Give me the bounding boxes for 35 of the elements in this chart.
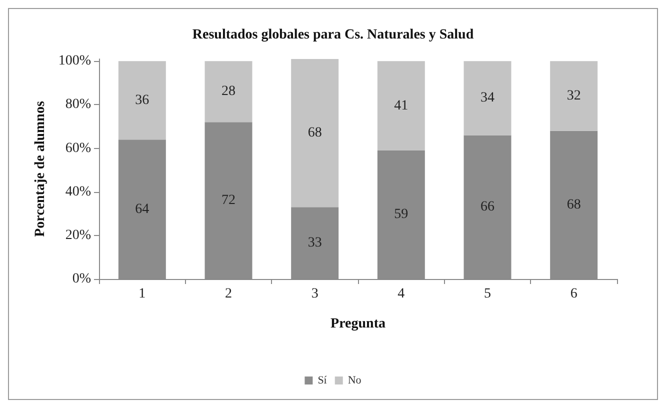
data-label: 64 xyxy=(135,202,150,217)
x-tick-label: 4 xyxy=(398,286,405,302)
y-tick-label: 40% xyxy=(65,184,92,200)
x-tick-label: 6 xyxy=(570,286,578,302)
bar xyxy=(291,59,339,208)
y-tick-label: 60% xyxy=(65,140,92,156)
data-label: 66 xyxy=(480,200,494,215)
bar xyxy=(204,61,252,122)
y-tick-label: 100% xyxy=(58,54,92,69)
x-tick-label: 2 xyxy=(225,286,232,302)
legend-label: Sí xyxy=(318,374,327,386)
x-tick-label: 5 xyxy=(484,286,491,302)
y-tick-label: 0% xyxy=(72,272,92,286)
bar xyxy=(464,61,512,136)
data-label: 36 xyxy=(135,92,150,108)
x-axis-title: Pregunta xyxy=(330,316,386,332)
bar xyxy=(118,61,166,140)
y-tick-label: 20% xyxy=(65,228,92,243)
y-tick-label: 80% xyxy=(65,97,92,112)
legend-label: No xyxy=(348,374,362,386)
data-label: 32 xyxy=(566,88,581,104)
data-label: 59 xyxy=(394,207,408,222)
data-label: 68 xyxy=(308,126,322,141)
bar xyxy=(377,61,425,150)
data-label: 68 xyxy=(566,197,581,212)
chart-title: Resultados globales para Cs. Naturales y Salud xyxy=(192,28,474,42)
x-tick-label: 1 xyxy=(138,286,146,302)
data-label: 41 xyxy=(394,98,408,114)
data-label: 34 xyxy=(480,90,494,106)
data-label: 33 xyxy=(308,236,322,251)
data-label: 72 xyxy=(222,193,236,208)
x-tick-label: 3 xyxy=(311,286,318,302)
bar xyxy=(550,61,598,131)
y-axis-title: Porcentaje de alumnos xyxy=(32,100,48,237)
data-label: 28 xyxy=(222,84,236,100)
